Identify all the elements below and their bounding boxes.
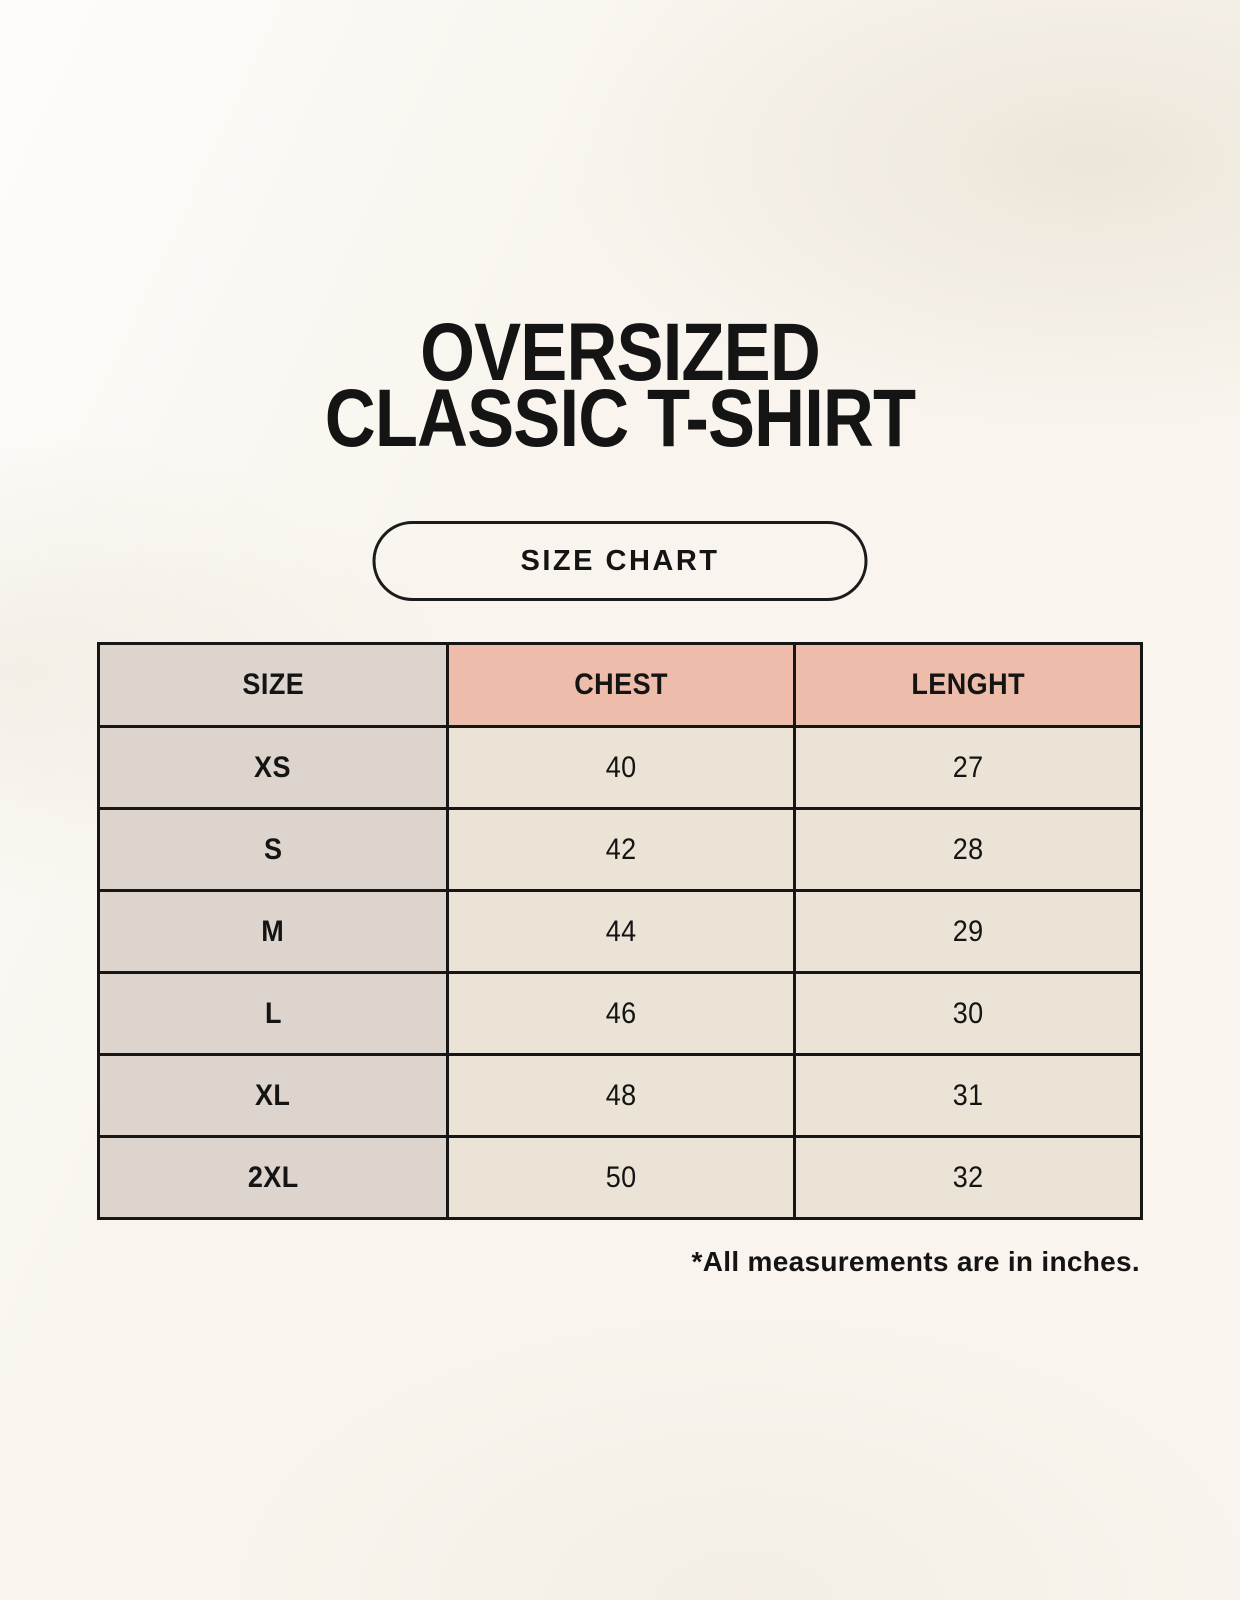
size-label: XL: [255, 1078, 291, 1112]
size-chart-badge[interactable]: SIZE CHART: [372, 521, 868, 601]
size-label: L: [264, 996, 282, 1030]
chest-cell: 46: [446, 971, 796, 1056]
chest-value: 44: [605, 914, 637, 948]
column-header-chest: CHEST: [446, 642, 796, 728]
length-cell: 31: [793, 1053, 1143, 1138]
length-value: 32: [952, 1160, 984, 1194]
chest-value: 42: [605, 832, 637, 866]
length-cell: 28: [793, 807, 1143, 892]
chest-cell: 40: [446, 725, 796, 810]
column-header-size-label: SIZE: [242, 668, 304, 701]
chest-value: 48: [605, 1078, 637, 1112]
size-label: M: [261, 914, 285, 948]
size-label: XS: [254, 750, 292, 784]
size-cell: XS: [97, 725, 449, 810]
size-cell: L: [97, 971, 449, 1056]
chest-cell: 48: [446, 1053, 796, 1138]
size-cell: S: [97, 807, 449, 892]
length-value: 27: [952, 750, 984, 784]
chest-cell: 42: [446, 807, 796, 892]
table-row-xs: XS 40 27: [97, 725, 1143, 810]
measurements-footnote: *All measurements are in inches.: [691, 1246, 1140, 1277]
table-row-2xl: 2XL 50 32: [97, 1135, 1143, 1220]
column-header-chest-label: CHEST: [574, 668, 668, 701]
column-header-size: SIZE: [97, 642, 449, 728]
size-cell: M: [97, 889, 449, 974]
chest-value: 46: [605, 996, 637, 1030]
length-cell: 27: [793, 725, 1143, 810]
table-row-m: M 44 29: [97, 889, 1143, 974]
size-cell: XL: [97, 1053, 449, 1138]
length-cell: 32: [793, 1135, 1143, 1220]
chest-cell: 44: [446, 889, 796, 974]
length-value: 28: [952, 832, 984, 866]
chest-cell: 50: [446, 1135, 796, 1220]
length-value: 29: [952, 914, 984, 948]
size-chart-badge-label: SIZE CHART: [520, 544, 720, 577]
table-row-s: S 42 28: [97, 807, 1143, 892]
column-header-length: LENGHT: [793, 642, 1143, 728]
table-row-xl: XL 48 31: [97, 1053, 1143, 1138]
chest-value: 40: [605, 750, 637, 784]
length-value: 31: [952, 1078, 984, 1112]
column-header-length-label: LENGHT: [911, 668, 1025, 701]
size-label: 2XL: [247, 1160, 299, 1194]
product-title-line2: CLASSIC T-SHIRT: [324, 372, 916, 464]
table-row-l: L 46 30: [97, 971, 1143, 1056]
product-title-line1: OVERSIZED: [420, 307, 821, 398]
size-chart-table: SIZE CHEST LENGHT XS 40 27 S 42 28 M 44 …: [97, 642, 1143, 1220]
product-title: OVERSIZED CLASSIC T-SHIRT: [87, 307, 1153, 464]
length-cell: 30: [793, 971, 1143, 1056]
table-header-row: SIZE CHEST LENGHT: [97, 642, 1143, 728]
length-cell: 29: [793, 889, 1143, 974]
chest-value: 50: [605, 1160, 637, 1194]
size-cell: 2XL: [97, 1135, 449, 1220]
length-value: 30: [952, 996, 984, 1030]
size-label: S: [263, 832, 283, 866]
